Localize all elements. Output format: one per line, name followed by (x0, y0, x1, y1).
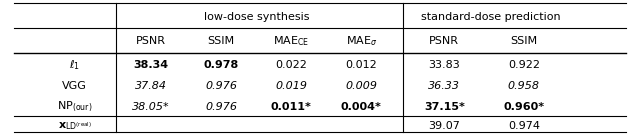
Text: NP$_{\mathrm{(our)}}$: NP$_{\mathrm{(our)}}$ (57, 100, 92, 114)
Text: 0.976: 0.976 (205, 102, 237, 112)
Text: 39.07: 39.07 (428, 121, 460, 131)
Text: MAE$_{\sigma}$: MAE$_{\sigma}$ (346, 34, 377, 48)
Text: $\mathbf{x}_{\mathrm{LD}^{\mathrm{(real)}}}$: $\mathbf{x}_{\mathrm{LD}^{\mathrm{(real)… (58, 120, 92, 132)
Text: PSNR: PSNR (136, 36, 166, 46)
Text: 0.922: 0.922 (508, 60, 540, 70)
Text: 0.011*: 0.011* (271, 102, 312, 112)
Text: 0.978: 0.978 (204, 60, 239, 70)
Text: 0.004*: 0.004* (341, 102, 382, 112)
Text: $\ell_1$: $\ell_1$ (69, 58, 80, 72)
Text: 0.976: 0.976 (205, 81, 237, 91)
Text: 37.84: 37.84 (135, 81, 167, 91)
Text: SSIM: SSIM (510, 36, 538, 46)
Text: 0.012: 0.012 (346, 60, 378, 70)
Text: 0.019: 0.019 (275, 81, 307, 91)
Text: 0.974: 0.974 (508, 121, 540, 131)
Text: 0.022: 0.022 (275, 60, 307, 70)
Text: 0.960*: 0.960* (503, 102, 545, 112)
Text: 37.15*: 37.15* (424, 102, 465, 112)
Text: 33.83: 33.83 (428, 60, 460, 70)
Text: 36.33: 36.33 (428, 81, 460, 91)
Text: 0.958: 0.958 (508, 81, 540, 91)
Text: VGG: VGG (62, 81, 87, 91)
Text: PSNR: PSNR (429, 36, 460, 46)
Text: standard-dose prediction: standard-dose prediction (420, 12, 560, 22)
Text: low-dose synthesis: low-dose synthesis (204, 12, 309, 22)
Text: 38.34: 38.34 (134, 60, 169, 70)
Text: 38.05*: 38.05* (132, 102, 170, 112)
Text: 0.009: 0.009 (346, 81, 378, 91)
Text: SSIM: SSIM (207, 36, 235, 46)
Text: MAE$_{\mathrm{CE}}$: MAE$_{\mathrm{CE}}$ (273, 34, 309, 48)
